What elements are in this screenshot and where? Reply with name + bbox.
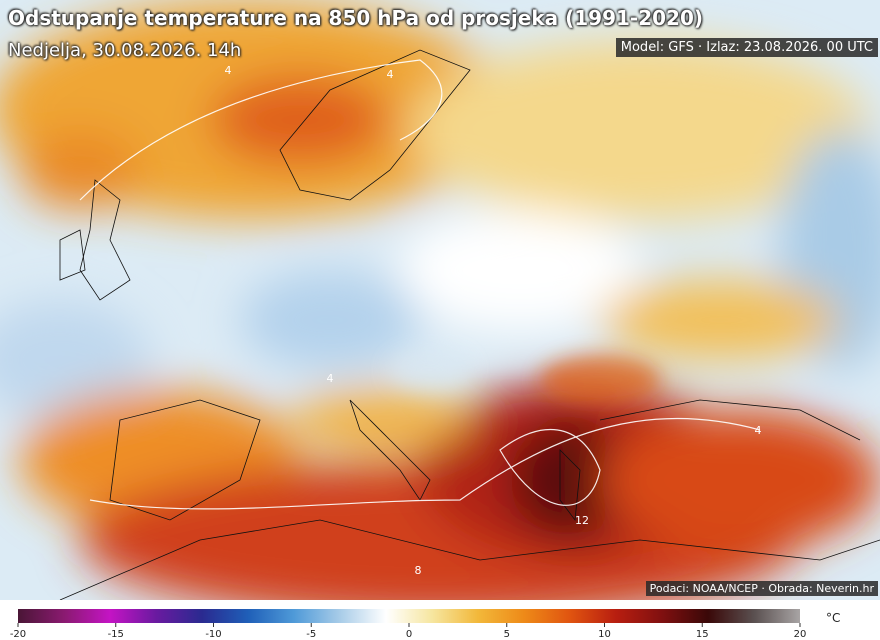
map-title: Odstupanje temperature na 850 hPa od pro… xyxy=(8,6,704,30)
colorbar-tick-label: -5 xyxy=(306,629,316,640)
colorbar-tick-label: -10 xyxy=(205,629,221,640)
colorbar-tick-label: 5 xyxy=(504,629,510,640)
map-subtitle: Nedjelja, 30.08.2026. 14h xyxy=(8,40,242,61)
model-info: Model: GFS · Izlaz: 23.08.2026. 00 UTC xyxy=(615,38,878,57)
colorbar: °C -20 -15 -10 -5 0 5 10 15 20 xyxy=(10,609,840,640)
colorbar-tick-label: 15 xyxy=(696,629,709,640)
colorbar-unit: °C xyxy=(826,611,840,625)
contour-label: 4 xyxy=(387,68,394,81)
contour-label: 8 xyxy=(415,564,422,577)
coastlines xyxy=(59,49,880,600)
contour-label: 4 xyxy=(327,372,334,385)
contour-label: 12 xyxy=(575,514,589,527)
colorbar-tick-label: -15 xyxy=(108,629,124,640)
credits: Podaci: NOAA/NCEP · Obrada: Neverin.hr xyxy=(645,581,878,596)
colorbar-tick-label: -20 xyxy=(10,629,26,640)
contour-label: 4 xyxy=(755,424,762,437)
anomaly-map: 4 4 4 8 12 4 xyxy=(0,0,880,600)
colorbar-tick-label: 10 xyxy=(598,629,611,640)
colorbar-tick-label: 20 xyxy=(794,629,807,640)
contour-label: 4 xyxy=(225,64,232,77)
colorbar-tick-label: 0 xyxy=(406,629,412,640)
colorbar-ramp xyxy=(18,609,800,623)
contours xyxy=(79,59,761,510)
